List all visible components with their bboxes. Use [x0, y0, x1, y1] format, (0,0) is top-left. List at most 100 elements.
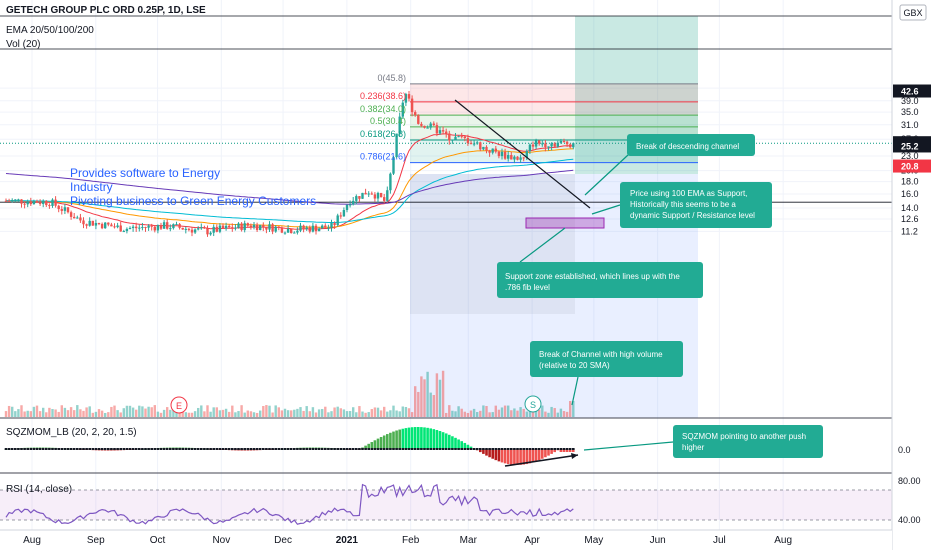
- candle-body: [69, 212, 73, 217]
- sqz-bar: [444, 433, 448, 449]
- volume-bar: [29, 411, 32, 417]
- candle-body: [503, 151, 507, 159]
- price-tags: 42.626.025.220.8: [893, 84, 931, 173]
- candle-body: [122, 231, 125, 233]
- candle-body: [541, 143, 544, 145]
- sqz-bar: [531, 449, 535, 463]
- volume-bar: [572, 401, 575, 417]
- rsi-title: RSI (14, close): [6, 484, 72, 495]
- candle-body: [249, 225, 253, 228]
- descending-channel-line[interactable]: [454, 99, 591, 209]
- callout-volume[interactable]: Break of Channel with high volume (relat…: [530, 341, 683, 406]
- candle-body: [35, 201, 39, 203]
- sqz-bar: [547, 449, 550, 456]
- candle-body: [128, 227, 132, 229]
- currency-badge[interactable]: GBX: [899, 4, 927, 21]
- sqz-bar: [389, 432, 392, 449]
- candle-body: [286, 228, 290, 233]
- candle-body: [23, 203, 26, 205]
- volume-bar: [212, 407, 215, 417]
- time-axis[interactable]: [0, 530, 892, 550]
- volume-bar: [85, 407, 88, 417]
- candle-body: [141, 227, 144, 229]
- candle-body: [243, 223, 246, 231]
- rsi-line: [5, 483, 574, 525]
- candle-body: [534, 140, 538, 147]
- candle-body: [423, 125, 426, 128]
- candle-body: [519, 157, 522, 160]
- candle-body: [472, 143, 476, 145]
- callout-text: Break of descending channel: [636, 142, 739, 151]
- sqz-bar: [537, 449, 541, 461]
- volume-bar: [259, 410, 262, 417]
- fib-retracement[interactable]: [0, 83, 892, 203]
- candle-body: [20, 199, 23, 204]
- support-zone-box[interactable]: [525, 217, 605, 229]
- volume-bar: [38, 411, 42, 417]
- candle-body: [38, 202, 42, 204]
- candle-body: [488, 150, 491, 153]
- note-line-3[interactable]: Pivoting business to Green Energy Custom…: [70, 194, 316, 208]
- candle-body: [184, 228, 187, 230]
- volume-bar: [550, 406, 553, 417]
- volume-bar: [420, 376, 423, 417]
- sqz-bar: [568, 449, 572, 452]
- candle-body: [66, 207, 70, 213]
- candle-body: [135, 226, 138, 229]
- volume-bar: [54, 409, 57, 417]
- sqzmom-histogram: [4, 427, 575, 465]
- candle-body: [531, 144, 535, 147]
- volume-bar: [234, 412, 237, 417]
- candle-body: [147, 225, 150, 228]
- rsi-axis-tick: 40.00: [898, 515, 921, 525]
- candles: [4, 90, 575, 237]
- note-line-2[interactable]: Industry: [70, 180, 113, 194]
- candle-body: [119, 225, 122, 232]
- callout-text: Support zone established, which lines up…: [505, 272, 680, 281]
- candle-body: [305, 227, 308, 229]
- candle-body: [150, 225, 153, 227]
- volume-bar: [11, 406, 14, 417]
- split-marker[interactable]: S: [524, 395, 542, 413]
- ema-lines: [5, 133, 574, 230]
- sqz-trend-arrow[interactable]: [504, 454, 579, 467]
- callout-support-zone[interactable]: Support zone established, which lines up…: [497, 227, 703, 298]
- sqz-bar: [373, 440, 377, 449]
- candle-body: [507, 155, 510, 159]
- volume-bar: [507, 405, 510, 417]
- time-tick-label: Aug: [23, 535, 41, 546]
- volume-bar: [460, 408, 463, 417]
- sqz-bar: [553, 449, 556, 453]
- candle-body: [197, 228, 200, 230]
- callout-break-channel[interactable]: Break of descending channel: [584, 134, 755, 196]
- volume-bar: [243, 412, 246, 417]
- volume-bar: [193, 411, 197, 417]
- volume-bar: [355, 412, 358, 417]
- volume-bar: [187, 412, 191, 417]
- candle-body: [528, 144, 532, 152]
- volume-bar: [76, 405, 79, 417]
- volume-bar: [265, 405, 268, 417]
- candle-body: [206, 228, 209, 235]
- volume-bar: [389, 410, 392, 417]
- callout-sqzmom[interactable]: SQZMOM pointing to another push higher: [583, 425, 823, 458]
- candle-body: [513, 156, 516, 160]
- earnings-marker[interactable]: E: [170, 396, 188, 414]
- candle-body: [510, 155, 513, 160]
- candle-body: [476, 142, 479, 144]
- volume-bar: [414, 386, 417, 417]
- note-line-1[interactable]: Provides software to Energy: [70, 166, 220, 180]
- volume-bar: [110, 406, 113, 417]
- volume-bar: [147, 406, 150, 417]
- volume-bar: [23, 411, 26, 417]
- sqz-bar: [426, 427, 429, 449]
- sqz-bar: [544, 449, 547, 458]
- volume-bar: [45, 412, 48, 417]
- marker-label: E: [176, 401, 182, 411]
- volume-bar: [383, 406, 386, 417]
- price-tick-label: 18.0: [901, 177, 919, 187]
- time-tick-label: Jul: [713, 535, 726, 546]
- callout-ema-support[interactable]: Price using 100 EMA as Support, Historic…: [591, 182, 772, 228]
- volume-bar: [290, 410, 293, 417]
